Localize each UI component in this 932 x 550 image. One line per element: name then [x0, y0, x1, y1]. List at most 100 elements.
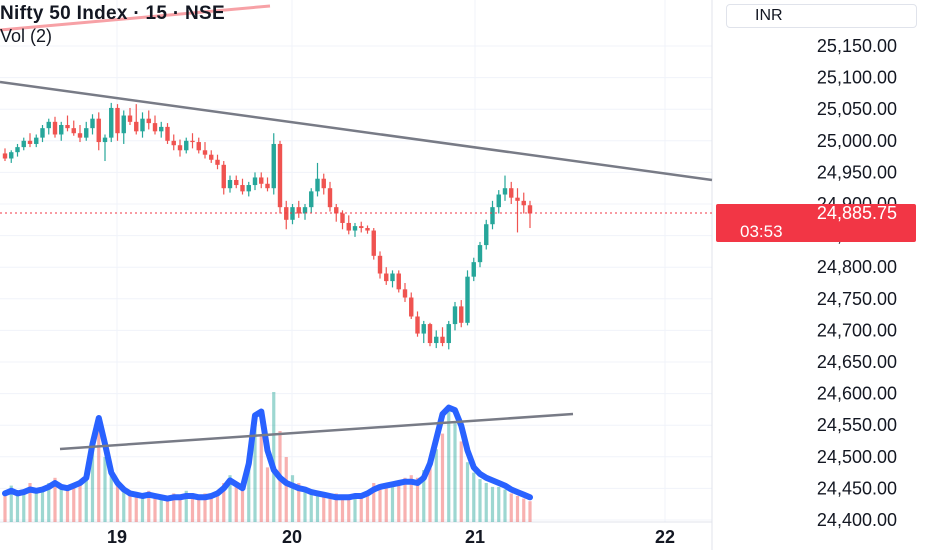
candle [477, 241, 483, 268]
volume-legend[interactable]: Vol (2) [0, 26, 53, 46]
candle-body [165, 126, 170, 141]
candle-body [427, 324, 433, 344]
candle-body [490, 207, 495, 225]
volume-bar [209, 496, 213, 522]
volume-bar [178, 496, 182, 522]
volume-bar [140, 496, 145, 522]
volume-bar [515, 496, 520, 522]
candle-body [21, 140, 26, 148]
volume-bar [84, 475, 88, 522]
bar-countdown: 03:53 [740, 222, 783, 241]
volume-bar [165, 498, 170, 522]
price-axis-label: 24,550.00 [817, 415, 897, 435]
candle [52, 116, 58, 138]
candle-body [340, 213, 345, 223]
volume-bar [465, 462, 470, 522]
candle-body [246, 185, 251, 192]
candle-body [221, 164, 226, 189]
volume-bar [478, 479, 482, 522]
candle [152, 115, 158, 135]
candle-body [152, 123, 158, 132]
volume-ma-line [2, 404, 533, 502]
candle [65, 115, 70, 132]
price-axis-label: 25,000.00 [817, 131, 897, 151]
candle-body [452, 306, 458, 325]
candle [196, 137, 201, 154]
candle-body [121, 115, 126, 134]
volume-bar [347, 498, 351, 522]
volume-bar [309, 493, 313, 522]
candle-body [459, 306, 464, 323]
volume-bar [434, 449, 438, 522]
candle [452, 301, 458, 331]
currency-button[interactable]: INR [726, 4, 917, 28]
candle [159, 121, 164, 138]
volume-bar [440, 433, 445, 522]
drawing-trendline-pink [0, 4, 271, 32]
volume-bar [428, 462, 432, 522]
candle-body [2, 153, 8, 159]
candle-body [146, 118, 151, 124]
volume-bar [197, 498, 201, 522]
candle-body [77, 133, 83, 138]
candle-body [96, 118, 101, 143]
candle-body [59, 125, 64, 135]
volume-bar [409, 475, 413, 522]
candle [515, 188, 520, 233]
candle [215, 154, 220, 170]
candle-body [396, 273, 401, 290]
volume-trendline [59, 412, 574, 451]
candle-body [359, 226, 364, 229]
candle-body [346, 222, 351, 231]
price-axis-label: 24,800.00 [817, 257, 897, 277]
price-axis-label: 24,600.00 [817, 384, 897, 404]
candle-body [65, 125, 70, 129]
candle-body [90, 118, 95, 129]
price-axis-label: 24,650.00 [817, 352, 897, 372]
candle [484, 219, 489, 250]
chart-legend: Nifty 50 Index · 15 · NSE Vol (2) [0, 2, 225, 46]
candle [509, 181, 514, 204]
volume-bar [315, 490, 320, 522]
volume-bar [328, 498, 332, 522]
last-price-tag[interactable]: 24,885.75 03:53 [716, 203, 916, 243]
candle [171, 134, 176, 151]
candle [240, 178, 245, 195]
candle [40, 125, 45, 143]
symbol-title[interactable]: Nifty 50 Index · 15 · NSE [0, 3, 226, 24]
candle [84, 121, 89, 141]
candle [296, 200, 301, 218]
volume-bar [453, 423, 457, 522]
candle [359, 221, 364, 233]
candle [396, 270, 401, 293]
candle [27, 133, 33, 148]
volume-bar [3, 493, 7, 522]
volume-bar [190, 493, 195, 522]
volume-bar [115, 483, 120, 522]
candle-body [321, 178, 326, 189]
volume-bar [390, 483, 395, 522]
volume-bar [59, 486, 63, 522]
candle [309, 188, 314, 214]
volume-bar [384, 488, 388, 522]
candle [134, 104, 139, 135]
candle [146, 110, 151, 130]
volume-bar [322, 496, 326, 522]
volume-bar [15, 496, 20, 522]
candle [15, 143, 20, 157]
volume-bar [253, 420, 257, 522]
volume-bar [240, 490, 245, 522]
candle-body [102, 137, 108, 143]
volume-bar [447, 405, 451, 522]
candle [415, 311, 420, 337]
candle-body [302, 207, 308, 214]
candle-body [240, 185, 245, 192]
volume-bar [372, 483, 376, 522]
candle [221, 161, 226, 195]
candle-body [521, 200, 526, 206]
candle [346, 215, 351, 235]
candle-body [277, 143, 283, 208]
volume-bar [122, 488, 126, 522]
volume-bar [234, 483, 238, 522]
